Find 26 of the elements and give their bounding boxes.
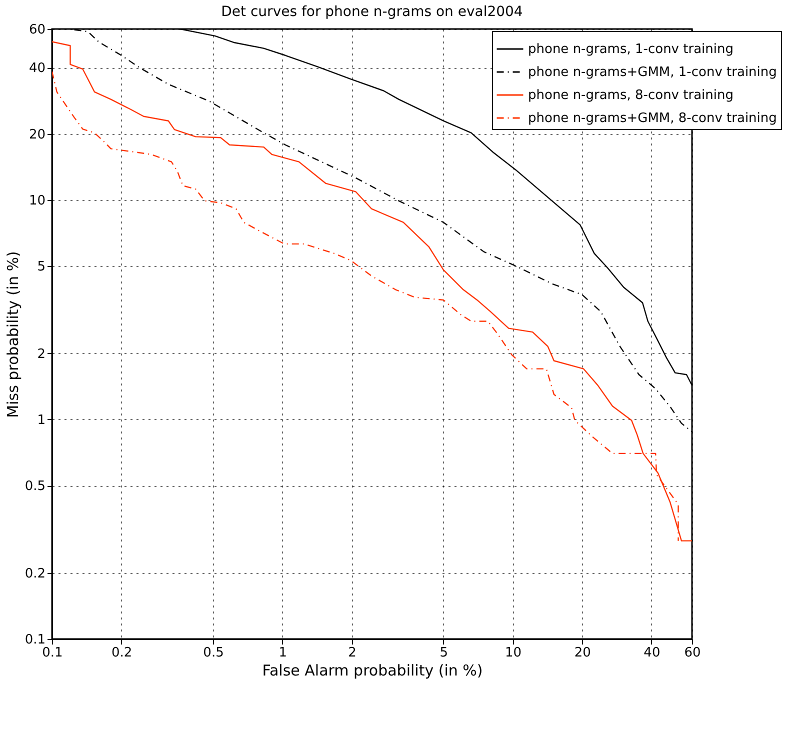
x-tick-label: 5 — [440, 646, 448, 660]
x-tick-label: 0.2 — [112, 646, 132, 660]
x-tick-label: 40 — [644, 646, 660, 660]
y-tick-label: 40 — [28, 61, 46, 76]
x-tick-label: 60 — [684, 646, 701, 660]
y-tick-label: 2 — [37, 346, 46, 362]
y-tick-label: 5 — [37, 259, 46, 274]
x-tick-label: 1 — [278, 646, 288, 660]
y-tick-label: 20 — [28, 127, 46, 142]
y-tick-label: 1 — [37, 412, 46, 428]
y-tick-label: 0.5 — [24, 479, 46, 494]
x-tick-label: 2 — [348, 646, 356, 660]
legend-label: phone n-grams, 8-conv training — [528, 88, 734, 103]
x-tick-label: 20 — [574, 646, 591, 660]
y-tick-label: 60 — [28, 22, 46, 38]
legend-label: phone n-grams+GMM, 8-conv training — [528, 111, 777, 126]
y-axis-title: Miss probability (in %) — [4, 251, 22, 418]
chart-title: Det curves for phone n-grams on eval2004 — [221, 4, 523, 20]
legend-label: phone n-grams+GMM, 1-conv training — [528, 65, 777, 80]
y-tick-label: 10 — [28, 193, 46, 208]
y-tick-label: 0.2 — [24, 566, 46, 582]
x-tick-label: 10 — [504, 646, 522, 660]
y-tick-label: 0.1 — [24, 632, 46, 648]
x-axis-title: False Alarm probability (in %) — [262, 662, 483, 680]
legend-label: phone n-grams, 1-conv training — [528, 42, 734, 57]
x-tick-label: 0.5 — [203, 646, 224, 660]
